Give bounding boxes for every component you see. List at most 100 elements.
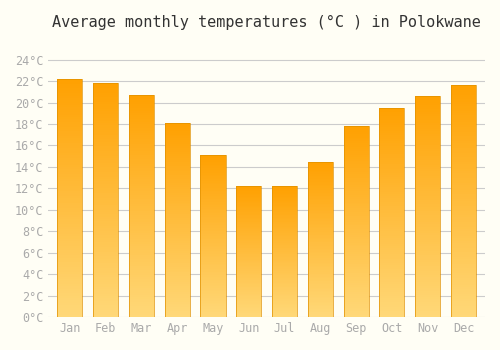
Bar bbox=[380, 191, 404, 194]
Bar bbox=[308, 285, 333, 286]
Bar bbox=[415, 132, 440, 134]
Bar bbox=[200, 296, 226, 298]
Bar bbox=[200, 204, 226, 205]
Bar bbox=[236, 248, 262, 249]
Bar bbox=[308, 171, 333, 173]
Bar bbox=[380, 259, 404, 261]
Bar bbox=[129, 257, 154, 259]
Bar bbox=[236, 215, 262, 216]
Bar bbox=[380, 112, 404, 114]
Bar bbox=[236, 290, 262, 291]
Bar bbox=[236, 250, 262, 252]
Bar bbox=[236, 301, 262, 303]
Bar bbox=[344, 201, 368, 203]
Bar bbox=[58, 279, 82, 281]
Bar bbox=[380, 219, 404, 221]
Bar bbox=[129, 273, 154, 275]
Bar bbox=[164, 140, 190, 142]
Bar bbox=[236, 280, 262, 282]
Bar bbox=[58, 208, 82, 210]
Bar bbox=[308, 250, 333, 252]
Bar bbox=[344, 235, 368, 237]
Bar bbox=[129, 137, 154, 139]
Bar bbox=[380, 257, 404, 259]
Bar bbox=[451, 236, 476, 238]
Bar bbox=[308, 258, 333, 260]
Bar bbox=[451, 194, 476, 197]
Bar bbox=[164, 201, 190, 203]
Bar bbox=[451, 167, 476, 169]
Bar bbox=[164, 185, 190, 187]
Bar bbox=[58, 117, 82, 119]
Bar bbox=[58, 308, 82, 310]
Bar bbox=[200, 168, 226, 170]
Bar bbox=[415, 271, 440, 273]
Bar bbox=[451, 303, 476, 306]
Bar bbox=[58, 296, 82, 298]
Bar bbox=[415, 189, 440, 191]
Bar bbox=[272, 197, 297, 198]
Bar bbox=[200, 178, 226, 180]
Bar bbox=[308, 208, 333, 210]
Bar bbox=[93, 165, 118, 167]
Bar bbox=[200, 222, 226, 223]
Bar bbox=[272, 203, 297, 204]
Bar bbox=[344, 147, 368, 149]
Bar bbox=[236, 190, 262, 191]
Bar bbox=[93, 221, 118, 224]
Bar bbox=[236, 274, 262, 275]
Bar bbox=[451, 296, 476, 299]
Bar bbox=[308, 267, 333, 269]
Bar bbox=[308, 257, 333, 258]
Bar bbox=[236, 267, 262, 269]
Bar bbox=[129, 293, 154, 295]
Bar bbox=[380, 185, 404, 187]
Bar bbox=[344, 193, 368, 195]
Bar bbox=[380, 173, 404, 175]
Bar bbox=[129, 306, 154, 308]
Bar bbox=[58, 260, 82, 262]
Bar bbox=[415, 242, 440, 244]
Bar bbox=[451, 201, 476, 204]
Bar bbox=[236, 273, 262, 274]
Bar bbox=[272, 315, 297, 316]
Bar bbox=[200, 196, 226, 197]
Bar bbox=[93, 88, 118, 90]
Bar bbox=[415, 127, 440, 129]
Bar bbox=[308, 292, 333, 294]
Bar bbox=[415, 233, 440, 235]
Bar bbox=[451, 174, 476, 176]
Bar bbox=[129, 264, 154, 266]
Bar bbox=[415, 213, 440, 216]
Bar bbox=[380, 236, 404, 238]
Bar bbox=[93, 245, 118, 247]
Bar bbox=[236, 228, 262, 229]
Bar bbox=[236, 310, 262, 312]
Bar bbox=[200, 247, 226, 249]
Bar bbox=[272, 234, 297, 236]
Bar bbox=[93, 228, 118, 231]
Bar bbox=[200, 236, 226, 238]
Bar bbox=[451, 132, 476, 134]
Bar bbox=[308, 194, 333, 196]
Bar bbox=[164, 311, 190, 313]
Bar bbox=[129, 246, 154, 248]
Bar bbox=[415, 251, 440, 253]
Bar bbox=[451, 268, 476, 271]
Bar bbox=[58, 112, 82, 115]
Bar bbox=[129, 279, 154, 282]
Bar bbox=[451, 171, 476, 174]
Bar bbox=[129, 202, 154, 204]
Bar bbox=[93, 121, 118, 123]
Bar bbox=[164, 265, 190, 267]
Bar bbox=[344, 140, 368, 141]
Bar bbox=[200, 228, 226, 230]
Bar bbox=[236, 257, 262, 258]
Bar bbox=[164, 306, 190, 307]
Bar bbox=[164, 272, 190, 274]
Bar bbox=[200, 312, 226, 314]
Bar bbox=[93, 200, 118, 203]
Bar bbox=[308, 218, 333, 219]
Bar bbox=[415, 105, 440, 107]
Bar bbox=[58, 248, 82, 251]
